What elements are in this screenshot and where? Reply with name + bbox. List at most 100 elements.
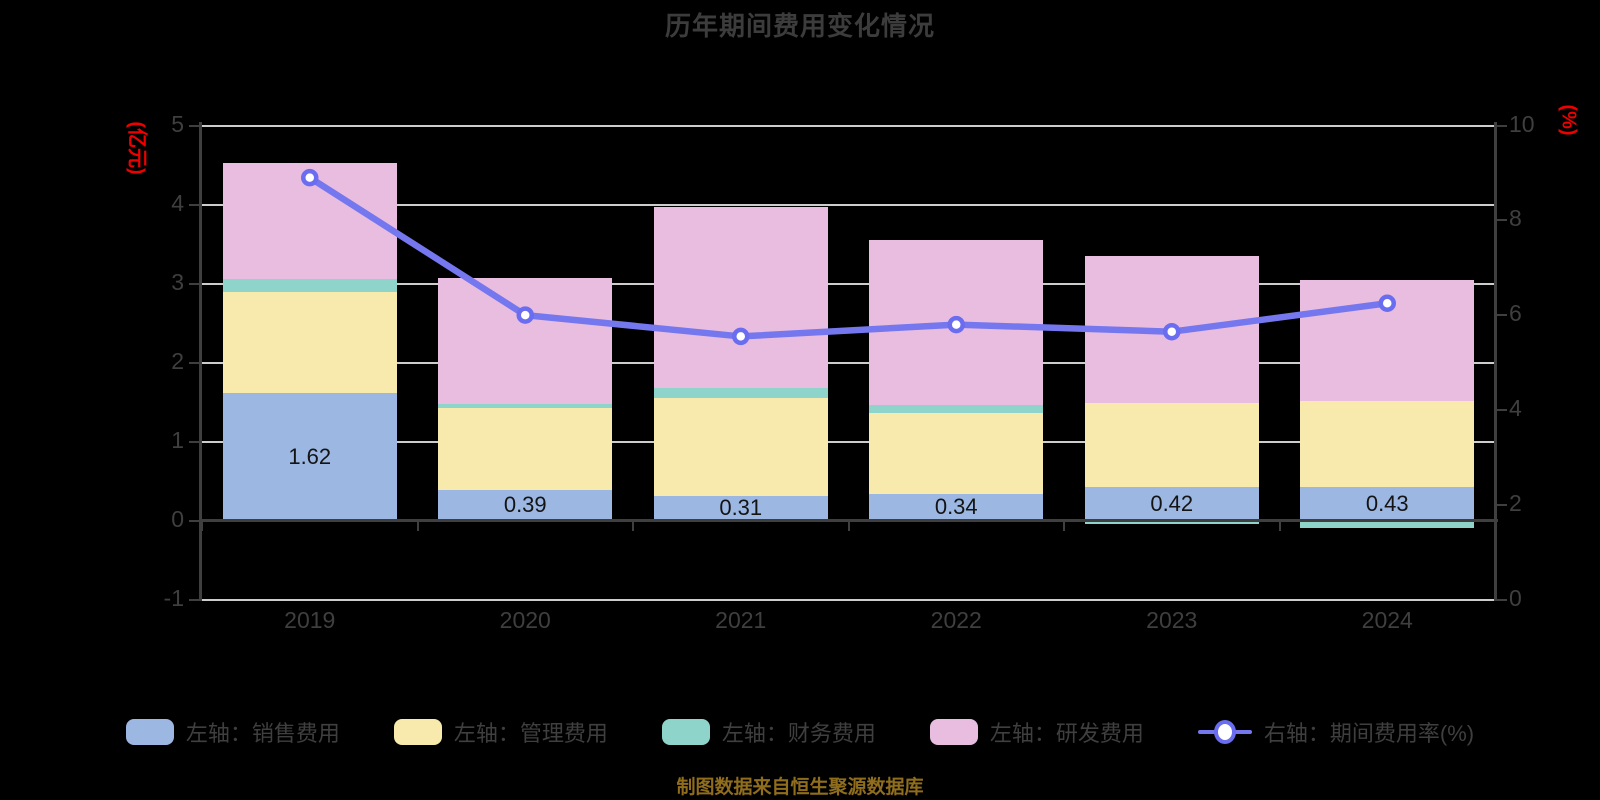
line-point-marker[interactable] [1378, 294, 1396, 312]
y-axis-left-tick [189, 203, 199, 206]
y-axis-left-tick [189, 519, 199, 522]
y-axis-left-tick-label: -1 [163, 584, 184, 611]
x-axis-tick [1063, 522, 1065, 531]
bar-segment[interactable] [438, 489, 613, 521]
x-axis-tick [416, 522, 419, 531]
legend-item[interactable]: 左轴：研发费用 [929, 716, 1144, 748]
legend-item[interactable]: 右轴：期间费用率(%) [1197, 716, 1475, 748]
grid-line [202, 361, 1495, 364]
y-axis-right-tick-label: 0 [1509, 584, 1522, 611]
legend-label: 左轴：管理费用 [453, 721, 608, 746]
legend-line-marker-icon [1197, 719, 1252, 745]
grid-line [202, 124, 1495, 127]
bar-segment[interactable] [869, 493, 1044, 521]
y-axis-left-tick-label: 1 [171, 426, 184, 453]
y-axis-right-tick [1497, 124, 1507, 127]
bar-segment[interactable] [1300, 486, 1475, 521]
y-axis-right-line [1494, 121, 1497, 601]
bar-segment[interactable] [1084, 487, 1259, 521]
x-axis-tick [847, 522, 850, 531]
grid-line [202, 440, 1495, 443]
y-axis-left-tick-label: 3 [171, 268, 184, 295]
legend-label: 左轴：销售费用 [185, 721, 340, 746]
chart-title: 历年期间费用变化情况 [664, 11, 935, 41]
y-axis-left-tick-label: 2 [171, 347, 184, 374]
line-point-marker[interactable] [732, 327, 750, 346]
line-point-marker[interactable] [301, 168, 319, 187]
x-axis-line [200, 519, 1498, 522]
y-axis-right-tick [1497, 598, 1507, 601]
y-axis-left-tick-label: 4 [171, 189, 184, 216]
bar-segment[interactable] [1084, 402, 1259, 488]
legend-item[interactable]: 左轴：销售费用 [125, 716, 340, 748]
x-axis-category-label: 2023 [1146, 607, 1198, 633]
bar-segment[interactable] [1300, 401, 1475, 487]
y-axis-right-tick-label: 2 [1509, 489, 1522, 516]
x-axis-tick [632, 522, 634, 531]
value-label: 0.42 [1150, 490, 1194, 516]
value-label: 1.62 [288, 443, 332, 469]
x-axis-category-label: 2022 [930, 607, 982, 633]
x-axis-tick [1278, 522, 1281, 531]
y-axis-left-tick [189, 124, 199, 127]
value-label: 0.34 [934, 494, 978, 520]
source-note: 制图数据来自恒生聚源数据库 [676, 777, 924, 798]
y-axis-left-tick-label: 5 [171, 110, 184, 137]
y-axis-right-tick [1497, 219, 1507, 222]
x-axis-category-label: 2019 [284, 607, 336, 633]
grid-line [202, 203, 1495, 206]
y-axis-left-tick-label: 0 [171, 505, 184, 532]
value-label: 0.39 [503, 492, 547, 518]
line-point-marker[interactable] [1163, 322, 1181, 341]
legend-line-point-icon [1213, 720, 1236, 744]
y-axis-right-tick-label: 8 [1509, 205, 1522, 232]
legend: 左轴：销售费用 左轴：管理费用 左轴：财务费用 左轴：研发费用 右轴：期间费用率(%) [0, 716, 1600, 748]
y-axis-left-tick [189, 282, 199, 285]
bar-segment[interactable] [222, 278, 397, 293]
y-axis-right-tick [1497, 503, 1507, 506]
legend-swatch-icon [661, 719, 710, 745]
y-axis-right-tick-label: 6 [1509, 300, 1522, 327]
y-axis-left-tick [189, 598, 199, 601]
rate-line-path [306, 174, 1391, 340]
legend-label: 左轴：研发费用 [989, 721, 1144, 746]
grid-line [202, 598, 1495, 601]
legend-swatch-icon [125, 719, 174, 745]
bar-segment[interactable] [438, 407, 613, 490]
legend-swatch-icon [929, 719, 978, 745]
legend-label: 右轴：期间费用率(%) [1263, 721, 1475, 746]
y-axis-left-line [199, 121, 202, 601]
bar-segment[interactable] [653, 387, 828, 399]
bar-segment[interactable] [1084, 520, 1259, 525]
bar-segment[interactable] [222, 392, 397, 521]
bar-segment[interactable] [438, 403, 613, 408]
y-axis-right-tick [1497, 314, 1507, 317]
grid-line [202, 282, 1495, 285]
x-axis-category-label: 2020 [499, 607, 551, 633]
bar-segment[interactable] [653, 206, 828, 388]
x-axis-category-label: 2021 [715, 607, 767, 633]
y-axis-right-tick-label: 10 [1509, 110, 1535, 137]
value-label: 0.43 [1365, 490, 1409, 516]
legend-swatch-icon [393, 719, 442, 745]
bar-segment[interactable] [869, 405, 1044, 414]
line-point-marker[interactable] [516, 306, 534, 324]
bar-segment[interactable] [653, 496, 828, 521]
legend-label: 左轴：财务费用 [721, 721, 876, 746]
x-axis-category-label: 2024 [1361, 607, 1413, 633]
line-point-marker[interactable] [947, 315, 965, 334]
y-axis-right-tick-label: 4 [1509, 394, 1522, 421]
legend-item[interactable]: 左轴：管理费用 [393, 716, 608, 748]
bar-segment[interactable] [222, 292, 397, 393]
y-axis-right-tick [1497, 408, 1507, 411]
bar-segment[interactable] [869, 413, 1044, 494]
legend-item[interactable]: 左轴：财务费用 [661, 716, 876, 748]
bar-segment[interactable] [653, 398, 828, 496]
x-axis-tick [201, 522, 203, 531]
y-axis-left-tick [189, 440, 199, 443]
bar-segment[interactable] [438, 277, 613, 404]
bar-segment[interactable] [1300, 520, 1475, 529]
value-label: 0.31 [719, 495, 763, 521]
